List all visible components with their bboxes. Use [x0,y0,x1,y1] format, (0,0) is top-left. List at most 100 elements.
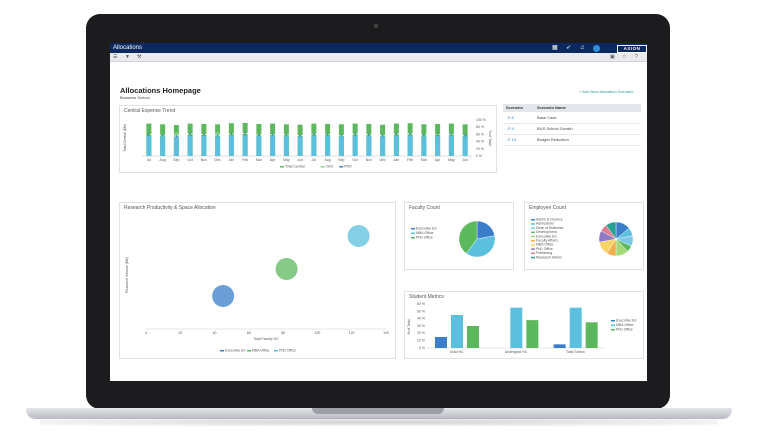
legend-swatch [531,248,535,250]
bar-cao [215,132,221,136]
line-point [299,134,302,137]
legend-label: Development [536,230,557,234]
bar-segment [393,135,399,156]
legend-label: MBA Office [616,323,633,327]
bar-segment [146,135,152,156]
scenario-link[interactable]: ⇗ 10 [507,137,516,142]
bar-phd-office [585,322,598,348]
x-tick-label: Nov [366,158,372,162]
brand-logo: AXION [617,45,647,53]
legend-swatch [531,240,535,242]
user-avatar-icon[interactable] [593,44,600,52]
bar-executive-ed [435,337,447,348]
legend-swatch [531,235,535,238]
grid-icon[interactable]: ▦ [552,45,558,51]
bubble-point [347,225,370,247]
scenario-link[interactable]: ⇗ 8 [507,115,514,120]
scenario-row[interactable]: ⇗ 10 Budget Reduction [503,134,641,146]
line-point [367,133,370,136]
x-tick-label: 20 [178,331,182,335]
line-point [409,132,412,135]
bar-mba-office [451,315,463,348]
y-tick-label: 0 % [419,346,425,350]
legend-label: Admissions [536,222,554,226]
central-expense-chart: Jul Aug Sep Oct Nov Dec Jan Feb Mar Apr May Jun Jul A… [123,118,492,169]
series-line-pro [148,132,466,137]
bar-segment [297,136,303,156]
bar-segment [366,136,372,156]
x-tick-label: Jun [297,158,303,162]
x-tick-label: Jul [147,158,152,162]
save-icon[interactable]: ▣ [610,54,615,60]
legend-swatch [531,252,535,255]
legend-swatch [411,228,415,230]
add-scenario-link[interactable]: + Add New Allocation Scenario [579,89,634,94]
scenario-link[interactable]: ⇗ 9 [507,126,514,131]
scenario-row[interactable]: ⇗ 8 Base Case [503,112,641,124]
bar-segment [435,136,441,156]
legend-label: Admin & Finance [536,218,563,222]
y-tick-label: 20 % [417,331,425,335]
x-tick-label: Dec [380,158,386,162]
laptop-shadow [40,418,718,426]
line-point [175,135,178,138]
toolbar: ☰ ▼ ⚒ ▣ ☆ ? [110,53,647,62]
scenario-name: Base Case [537,115,557,120]
x-tick-label: Nov [201,158,207,162]
y-axis-label: Research Volume ($M) [125,257,129,293]
x-tick-label: Aug [325,158,331,162]
filter-icon[interactable]: ▼ [125,54,130,60]
x-tick-label: Grad HC [450,350,464,354]
x-tick-label: Feb [407,158,413,162]
y-tick-label: 10 % [417,339,425,343]
legend-label: Research Admin [536,255,562,259]
app-screen: Allocations ▦ ➶ ♫ AXION ☰ ▼ ⚒ ▣ ☆ ? Allo… [110,43,647,381]
line-point [285,133,288,136]
student-metrics-chart: 60 % 50 % 40 % 30 % 20 % 10 % 0 % % of Total Gra… [407,302,636,354]
bar-segment [283,136,289,156]
menu-icon[interactable]: ☰ [113,54,118,60]
rocket-icon[interactable]: ➶ [566,45,572,51]
x-tick-label: Oct [187,158,192,162]
legend-swatch [247,350,251,352]
legend-swatch [611,320,615,322]
pie-slice [458,220,478,254]
legend-label: PhD Office [536,247,553,251]
y-axis-label: % of Total [407,319,411,335]
line-point [464,134,467,137]
legend-label: Executive Ed [416,227,436,231]
legend-label: MBA Office [536,243,553,247]
x-tick-label: 80 [281,331,285,335]
employee-count-panel: Employee Count Admin & Finance Admissions… [524,202,644,270]
line-point [230,133,233,135]
x-tick-label: Jan [229,158,235,162]
app-title[interactable]: Allocations [113,45,143,51]
x-tick-label: May [283,158,290,162]
legend-swatch [611,329,615,331]
top-nav-bar: Allocations ▦ ➶ ♫ AXION [110,43,647,53]
research-productivity-panel: Research Productivity & Space Allocation… [119,202,396,359]
panel-title: Employee Count [529,205,566,211]
bubble-point [275,258,298,280]
help-icon[interactable]: ? [635,54,638,60]
bar-segment [352,135,358,156]
x-tick-label: 40 [213,331,217,335]
student-metrics-panel: Student Metrics 60 % 50 % 40 % 30 % 20 % 10 %… [404,291,644,359]
legend-label: CAO [326,165,334,169]
wrench-icon[interactable]: ⚒ [137,54,142,60]
scenario-row[interactable]: ⇗ 9 BUS School Growth [503,123,641,135]
line-point [354,132,357,135]
star-icon[interactable]: ☆ [622,54,627,60]
page-title: Allocations Homepage [120,86,201,95]
x-tick-label: Feb [242,158,248,162]
line-point [271,133,274,136]
legend-label: MBA Office [252,349,269,353]
scenario-name: Budget Reduction [537,137,569,142]
page-subtitle: Business School [120,95,150,100]
x-tick-label: Apr [435,158,441,162]
bell-icon[interactable]: ♫ [580,45,585,51]
scenario-column-header: Scenario [506,105,523,110]
scenario-number: 10 [511,137,516,142]
x-tick-label: Aug [160,158,166,162]
